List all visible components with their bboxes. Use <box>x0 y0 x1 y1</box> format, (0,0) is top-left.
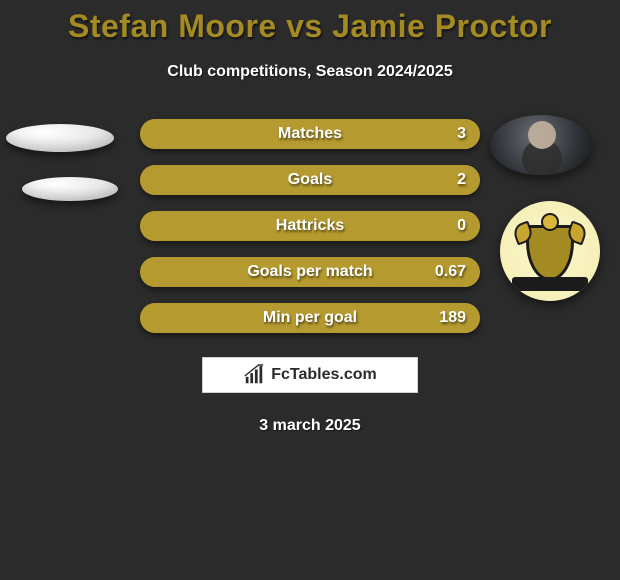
stat-label: Matches <box>278 125 342 143</box>
stat-label: Goals per match <box>247 263 372 281</box>
stat-bar: Hattricks 0 <box>140 211 480 241</box>
right-club-badge <box>500 201 600 301</box>
stat-value: 0.67 <box>435 263 466 281</box>
stat-value: 2 <box>457 171 466 189</box>
logo-text: FcTables.com <box>271 366 377 384</box>
logo-suffix: .com <box>339 366 376 383</box>
left-club-badge-placeholder <box>22 177 118 201</box>
club-crest-icon <box>520 215 580 287</box>
stat-bars: Matches 3 Goals 2 Hattricks 0 Goals per match 0… <box>140 119 480 349</box>
stat-label: Hattricks <box>276 217 344 235</box>
stat-value: 0 <box>457 217 466 235</box>
stat-bar: Goals 2 <box>140 165 480 195</box>
stat-value: 189 <box>439 309 466 327</box>
stat-value: 3 <box>457 125 466 143</box>
right-player-avatar <box>490 115 592 175</box>
bar-chart-icon <box>243 364 265 386</box>
snapshot-date: 3 march 2025 <box>0 417 620 435</box>
logo-word: Tables <box>290 366 340 383</box>
stat-bar: Matches 3 <box>140 119 480 149</box>
comparison-area: Matches 3 Goals 2 Hattricks 0 Goals per match 0… <box>0 115 620 335</box>
stat-bar: Min per goal 189 <box>140 303 480 333</box>
subtitle: Club competitions, Season 2024/2025 <box>0 63 620 81</box>
logo-brand: Fc <box>271 366 290 383</box>
stat-label: Min per goal <box>263 309 357 327</box>
left-player-avatar-placeholder <box>6 124 114 152</box>
page-title: Stefan Moore vs Jamie Proctor <box>0 0 620 45</box>
stat-bar: Goals per match 0.67 <box>140 257 480 287</box>
fctables-logo: FcTables.com <box>202 357 418 393</box>
stat-label: Goals <box>288 171 332 189</box>
